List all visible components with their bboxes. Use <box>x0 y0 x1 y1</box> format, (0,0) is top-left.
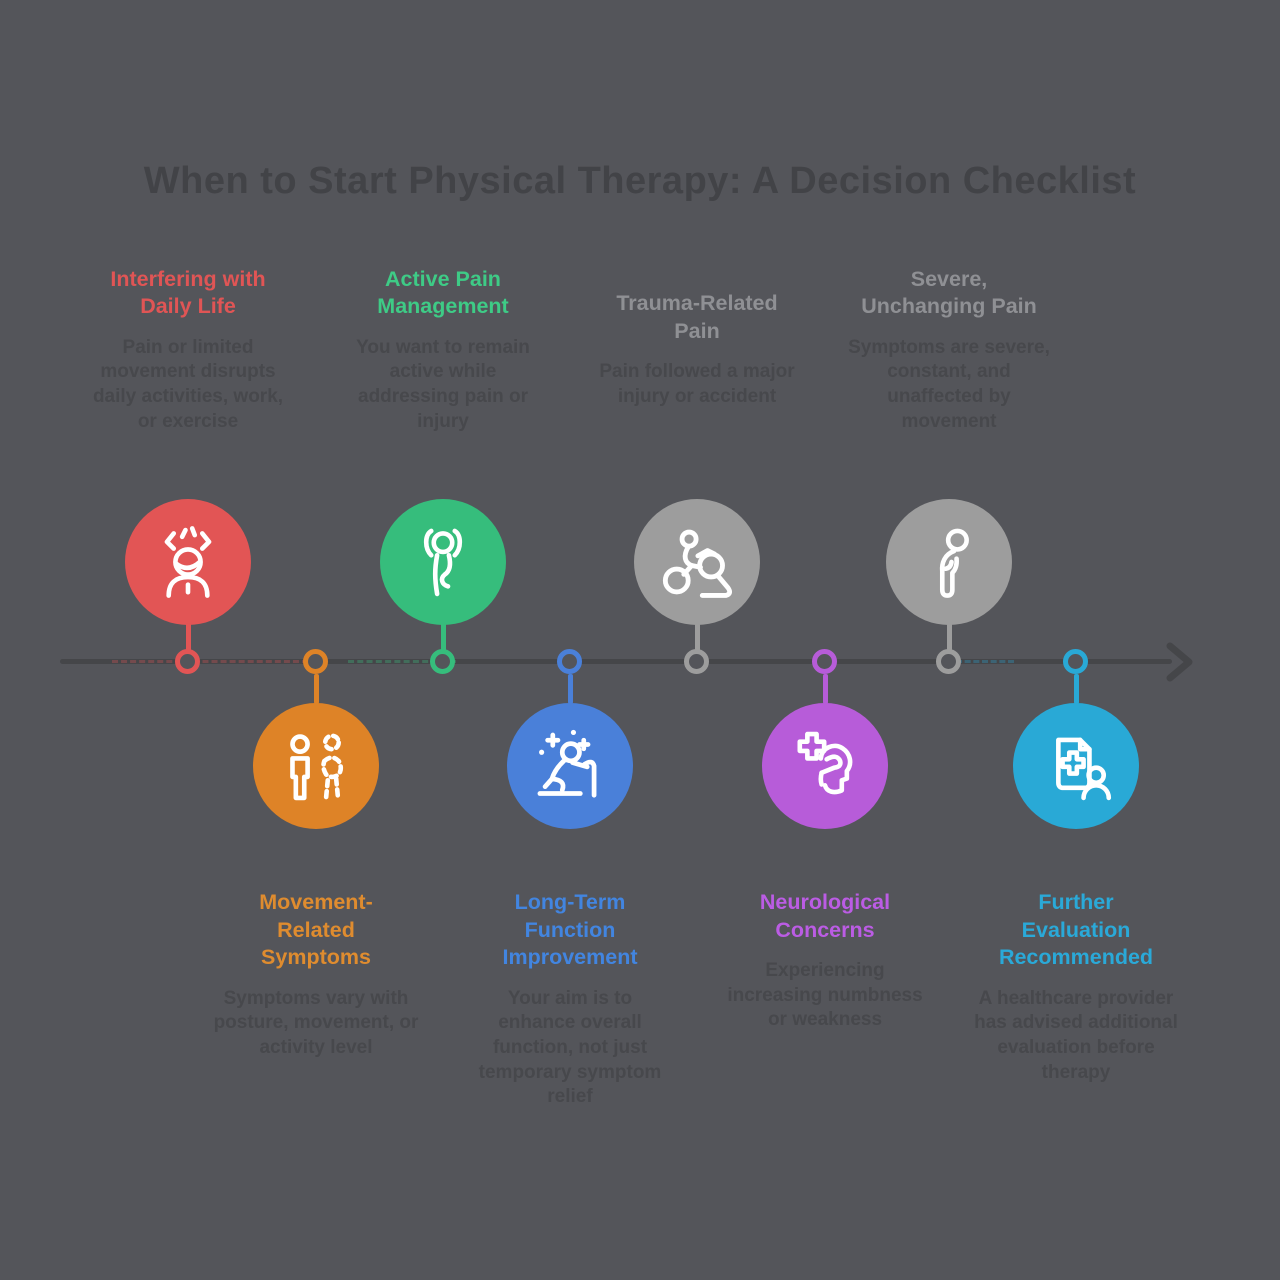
item-text-block: Severe, Unchanging Pain Symptoms are sev… <box>834 250 1064 450</box>
item-icon-circle <box>125 499 251 625</box>
item-text-block: Movement- Related Symptoms Symptoms vary… <box>201 889 431 1061</box>
connector-stem <box>568 674 573 704</box>
item-title: Trauma-Related Pain <box>616 291 778 343</box>
timeline-node <box>557 649 582 674</box>
medical-document-person-icon <box>1056 737 1112 801</box>
item-text-block: Further Evaluation Recommended A healthc… <box>961 889 1191 1085</box>
timeline-node <box>303 649 328 674</box>
connector-stem <box>1074 674 1079 704</box>
item-description: Your aim is to enhance overall function,… <box>478 987 662 1108</box>
item-icon-circle <box>1013 703 1139 829</box>
connector-stem <box>314 674 319 704</box>
posture-figures-icon <box>290 733 344 801</box>
cyclist-accident-icon <box>662 529 733 598</box>
timeline-node <box>684 649 709 674</box>
item-description: Pain or limited movement disrupts daily … <box>92 336 284 432</box>
timeline-node <box>936 649 961 674</box>
timeline-dashes <box>348 660 456 663</box>
item-description: You want to remain active while addressi… <box>356 336 530 432</box>
connector-stem <box>947 623 952 651</box>
item-icon-circle <box>762 703 888 829</box>
timeline-node <box>430 649 455 674</box>
item-title: Further Evaluation Recommended <box>998 890 1154 970</box>
item-text-block: Long-Term Function Improvement Your aim … <box>455 889 685 1110</box>
exercise-sparkles-icon <box>537 729 597 798</box>
item-description: A healthcare provider has advised additi… <box>974 987 1178 1083</box>
connector-stem <box>441 623 446 651</box>
connector-stem <box>823 674 828 704</box>
page-title: When to Start Physical Therapy: A Decisi… <box>143 160 1137 202</box>
timeline-line <box>60 659 1172 664</box>
timeline-arrow-icon <box>1166 642 1193 682</box>
timeline-node <box>812 649 837 674</box>
slouched-person-icon <box>939 528 969 598</box>
item-description: Experiencing increasing numbness or weak… <box>727 960 923 1031</box>
item-icon-circle <box>380 499 506 625</box>
item-icon-circle <box>886 499 1012 625</box>
item-icon-circle <box>634 499 760 625</box>
item-description: Symptoms vary with posture, movement, or… <box>213 987 419 1058</box>
head-cross-icon <box>797 731 853 795</box>
item-title: Movement- Related Symptoms <box>259 890 373 970</box>
item-title: Active Pain Management <box>377 266 509 319</box>
item-text-block: Interfering with Daily Life Pain or limi… <box>73 250 303 450</box>
item-text-block: Neurological Concerns Experiencing incre… <box>710 889 940 1033</box>
item-description: Symptoms are severe, constant, and unaff… <box>848 336 1050 432</box>
connector-stem <box>695 623 700 651</box>
item-icon-circle <box>507 703 633 829</box>
item-description: Pain followed a major injury or accident <box>599 361 795 408</box>
timeline-dashes <box>112 660 308 663</box>
item-title: Interfering with Daily Life <box>110 266 266 319</box>
timeline-dashes <box>956 660 1014 663</box>
active-person-icon <box>423 528 463 597</box>
item-title: Neurological Concerns <box>759 890 891 942</box>
connector-stem <box>186 623 191 651</box>
timeline-node <box>175 649 200 674</box>
item-text-block: Trauma-Related Pain Pain followed a majo… <box>582 250 812 450</box>
timeline-node <box>1063 649 1088 674</box>
item-icon-circle <box>253 703 379 829</box>
stressed-person-icon <box>164 526 212 598</box>
item-title: Severe, Unchanging Pain <box>861 266 1037 319</box>
item-text-block: Active Pain Management You want to remai… <box>328 250 558 450</box>
item-title: Long-Term Function Improvement <box>502 890 638 970</box>
